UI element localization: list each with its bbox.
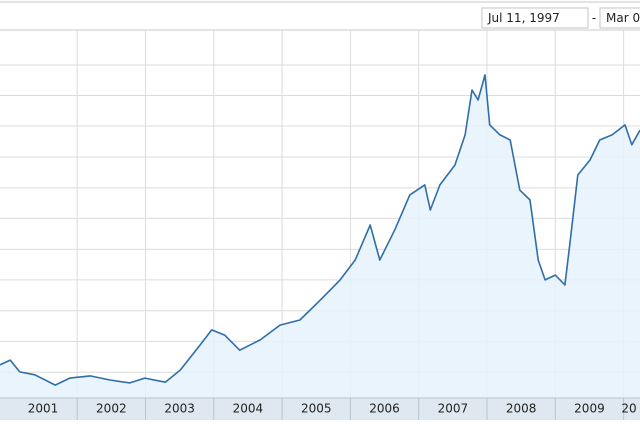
x-tick-label: 2001 <box>28 402 59 416</box>
date-separator: - <box>592 11 596 25</box>
end-date-box[interactable] <box>599 7 640 29</box>
x-axis: 2001 2002 2003 2004 2005 2006 2007 2008 2009 20 <box>28 398 637 420</box>
end-date[interactable]: Mar 0 <box>606 11 640 25</box>
x-axis-band <box>0 398 640 420</box>
price-line <box>0 74 640 386</box>
x-tick-label: 2008 <box>506 402 537 416</box>
x-tick-label: 2005 <box>301 402 332 416</box>
start-date[interactable]: Jul 11, 1997 <box>487 11 560 25</box>
area-fill <box>0 74 640 399</box>
x-tick-label: 2007 <box>438 402 469 416</box>
x-tick-label: 20 <box>621 402 636 416</box>
plot-area <box>0 30 640 399</box>
x-tick-label: 2004 <box>233 402 264 416</box>
x-tick-label: 2003 <box>164 402 195 416</box>
start-date-box[interactable] <box>481 7 589 29</box>
x-tick-label: 2006 <box>369 402 400 416</box>
x-tick-label: 2009 <box>574 402 605 416</box>
x-tick-label: 2002 <box>96 402 127 416</box>
